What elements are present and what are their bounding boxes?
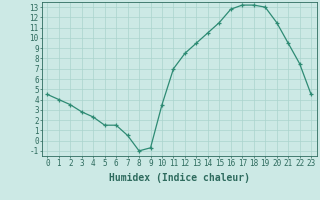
X-axis label: Humidex (Indice chaleur): Humidex (Indice chaleur) <box>109 173 250 183</box>
